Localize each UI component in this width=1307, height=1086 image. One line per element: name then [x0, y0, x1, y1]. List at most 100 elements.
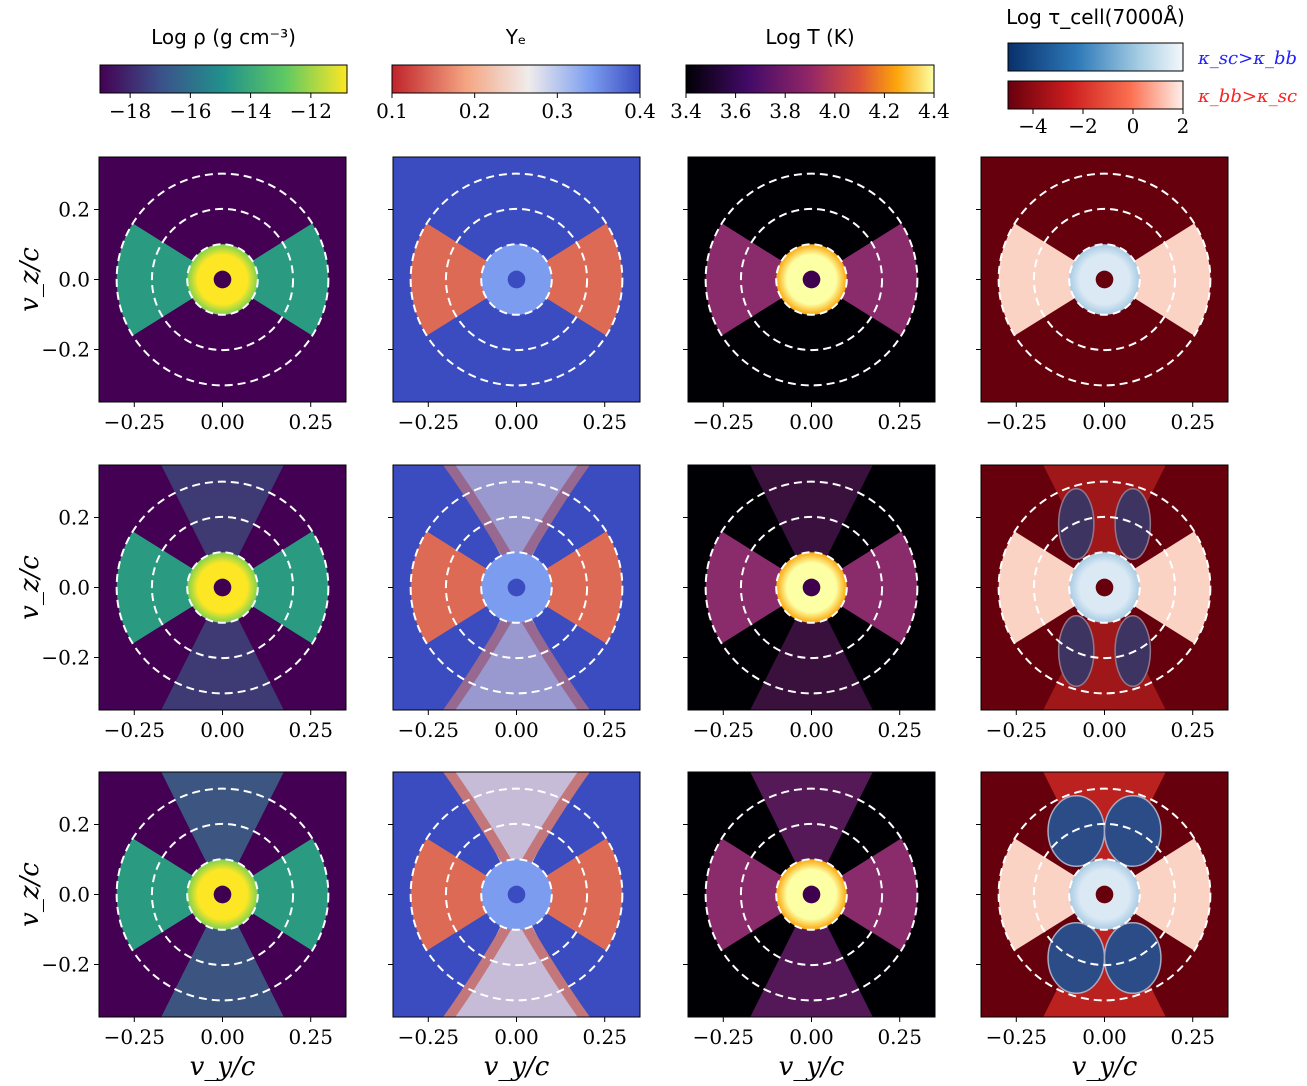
- dashed-circle: [997, 787, 1212, 1002]
- panel-r3-c4: −0.25 0.00 0.25: [976, 771, 1229, 1049]
- x-axis-label: v_y/c: [1072, 1052, 1138, 1082]
- central-hole: [802, 885, 821, 904]
- colorbar-tick-label: 4.2: [868, 99, 900, 123]
- colorbar-title: Yₑ: [505, 25, 527, 49]
- panel-r2-c1: −0.25 0.00 0.25 0.2 0.0 −0.2: [41, 464, 347, 742]
- x-tick-label: 0.00: [200, 1025, 245, 1049]
- colorbar-title: Log τ_cell(7000Å): [1006, 5, 1185, 29]
- colorbar-tick-label: 3.4: [670, 99, 702, 123]
- polar-outflow: [443, 465, 590, 710]
- panel-image: [981, 157, 1228, 402]
- dashed-circle: [1068, 551, 1141, 624]
- panel-image: [393, 465, 640, 710]
- x-tick-label: −0.25: [104, 718, 165, 742]
- colorbar-gradient: [685, 64, 935, 94]
- colorbar-gradient-blues: [1007, 42, 1184, 72]
- ye-filament: [519, 772, 590, 869]
- ejecta-wedge-left: [116, 223, 205, 336]
- tau-blue-region: [1103, 921, 1162, 995]
- ejecta-wedge-left: [116, 531, 205, 644]
- x-tick-label: −0.25: [986, 718, 1047, 742]
- polar-outflow: [1043, 465, 1166, 710]
- panel-r2-c3: −0.25 0.00 0.25: [683, 464, 936, 742]
- x-tick-label: 0.25: [877, 718, 922, 742]
- y-tick-label: 0.0: [58, 576, 90, 600]
- tau-blue-region: [1103, 794, 1162, 868]
- dashed-circle: [186, 551, 259, 624]
- axis-labels: v_z/c v_z/c v_z/c v_y/c v_y/c v_y/c v_y/c: [15, 247, 1138, 1082]
- polar-lobe-lower: [161, 894, 284, 1017]
- ye-filament: [443, 465, 514, 562]
- central-hole: [1095, 270, 1114, 289]
- y-tick-label: 0.2: [58, 198, 90, 222]
- dashed-circle: [409, 480, 624, 695]
- colorbar-legend-text: κ_bb>κ_sc: [1197, 86, 1297, 107]
- colorbar-tick-label: 4.4: [918, 99, 950, 123]
- dashed-circle: [186, 858, 259, 931]
- ejecta-wedge-left: [998, 838, 1087, 951]
- dashed-circle: [704, 787, 919, 1002]
- polar-lobe-upper: [161, 465, 284, 588]
- tau-blue-region: [1057, 487, 1095, 561]
- ye-filament: [443, 920, 514, 1017]
- x-tick-label: −0.25: [693, 1025, 754, 1049]
- panel-r3-c3: −0.25 0.00 0.25: [683, 771, 936, 1049]
- polar-lobe-upper: [750, 772, 873, 895]
- x-axis-label: v_y/c: [484, 1052, 550, 1082]
- dashed-circle: [997, 172, 1212, 387]
- dashed-circle: [1032, 822, 1177, 967]
- central-hole: [802, 270, 821, 289]
- x-tick-label: 0.00: [494, 410, 539, 434]
- dashed-circle: [704, 172, 919, 387]
- x-tick-label: 0.00: [1082, 410, 1127, 434]
- ejecta-wedge-left: [998, 531, 1087, 644]
- ejecta-wedge-right: [534, 223, 623, 336]
- ejecta-wedge-right: [1122, 838, 1211, 951]
- ejecta-wedge-left: [705, 531, 794, 644]
- x-tick-label: 0.25: [288, 410, 333, 434]
- x-tick-label: 0.00: [789, 718, 834, 742]
- ejecta-wedge-left: [410, 223, 499, 336]
- dashed-circle: [444, 822, 589, 967]
- central-hole: [1095, 578, 1114, 597]
- colorbar-tick-label: 0: [1127, 114, 1140, 138]
- x-tick-label: −0.25: [398, 1025, 459, 1049]
- ejecta-wedge-right: [534, 838, 623, 951]
- dashed-circle: [444, 207, 589, 352]
- panel-image: [981, 465, 1228, 710]
- x-tick-label: −0.25: [398, 718, 459, 742]
- colorbar-gradient-reds: [1007, 80, 1184, 110]
- panel-image: [688, 465, 935, 710]
- ejecta-wedge-right: [829, 531, 918, 644]
- dashed-circle: [409, 787, 624, 1002]
- colorbar-tick-label: 0.3: [541, 99, 573, 123]
- ejecta-wedge-right: [240, 223, 329, 336]
- x-tick-label: 0.25: [877, 410, 922, 434]
- x-tick-label: −0.25: [693, 410, 754, 434]
- y-tick-label: −0.2: [41, 953, 90, 977]
- dashed-circle: [775, 243, 848, 316]
- ejecta-wedge-right: [240, 838, 329, 951]
- panel-r3-c2: −0.25 0.00 0.25: [388, 771, 641, 1049]
- colorbar-tick-label: 3.8: [769, 99, 801, 123]
- panel-image: [393, 157, 640, 402]
- colorbar-3: Log T (K) 3.4 3.6 3.8 4.0 4.2 4.4: [670, 25, 950, 123]
- dashed-circle: [704, 480, 919, 695]
- y-tick-label: −0.2: [41, 646, 90, 670]
- polar-lobe-upper: [750, 465, 873, 588]
- y-tick-label: 0.0: [58, 268, 90, 292]
- x-tick-label: −0.25: [986, 1025, 1047, 1049]
- colorbar-tick-label: 0.2: [459, 99, 491, 123]
- central-hole: [507, 270, 526, 289]
- x-tick-label: 0.25: [288, 1025, 333, 1049]
- polar-lobe-lower: [750, 894, 873, 1017]
- polar-lobe-lower: [750, 587, 873, 710]
- y-tick-label: 0.0: [58, 883, 90, 907]
- x-tick-label: 0.00: [200, 410, 245, 434]
- ye-filament: [443, 613, 514, 710]
- dashed-circle: [480, 243, 553, 316]
- colorbar-4: Log τ_cell(7000Å) −4 −2 0 2 κ_sc>κ_bb κ_bb>κ_s…: [1006, 5, 1297, 138]
- dashed-circle: [150, 822, 295, 967]
- panel-r1-c2: −0.25 0.00 0.25: [388, 156, 641, 434]
- ejecta-wedge-right: [829, 223, 918, 336]
